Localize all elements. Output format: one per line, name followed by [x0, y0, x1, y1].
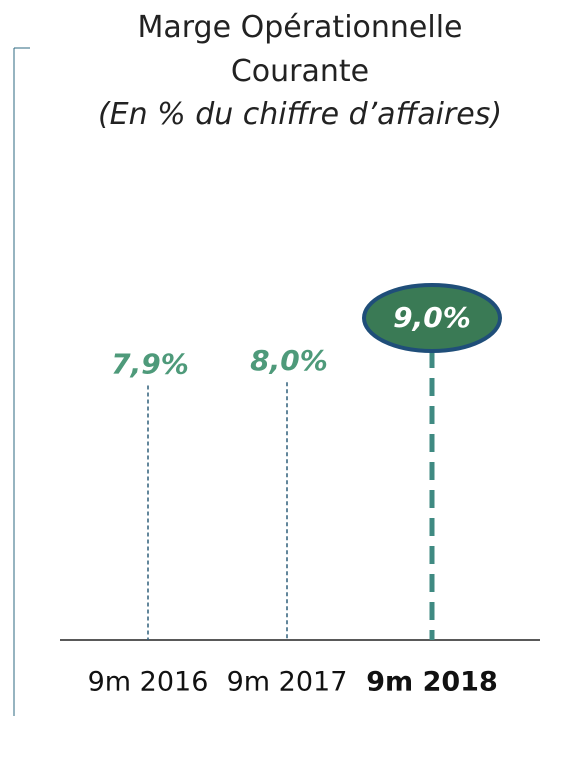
- chart-subtitle: (En % du chiffre d’affaires): [97, 97, 503, 132]
- header: Marge Opérationnelle Courante (En % du c…: [60, 6, 540, 136]
- value-label: 7,9%: [111, 347, 189, 380]
- chart-title: Marge Opérationnelle Courante: [137, 10, 463, 89]
- x-tick-label: 9m 2018: [366, 667, 497, 698]
- value-label: 8,0%: [250, 344, 328, 377]
- value-label: 9,0%: [393, 301, 471, 334]
- x-tick-label: 9m 2017: [227, 667, 348, 698]
- x-tick-label: 9m 2016: [88, 667, 209, 698]
- highlight-badge: [362, 283, 502, 353]
